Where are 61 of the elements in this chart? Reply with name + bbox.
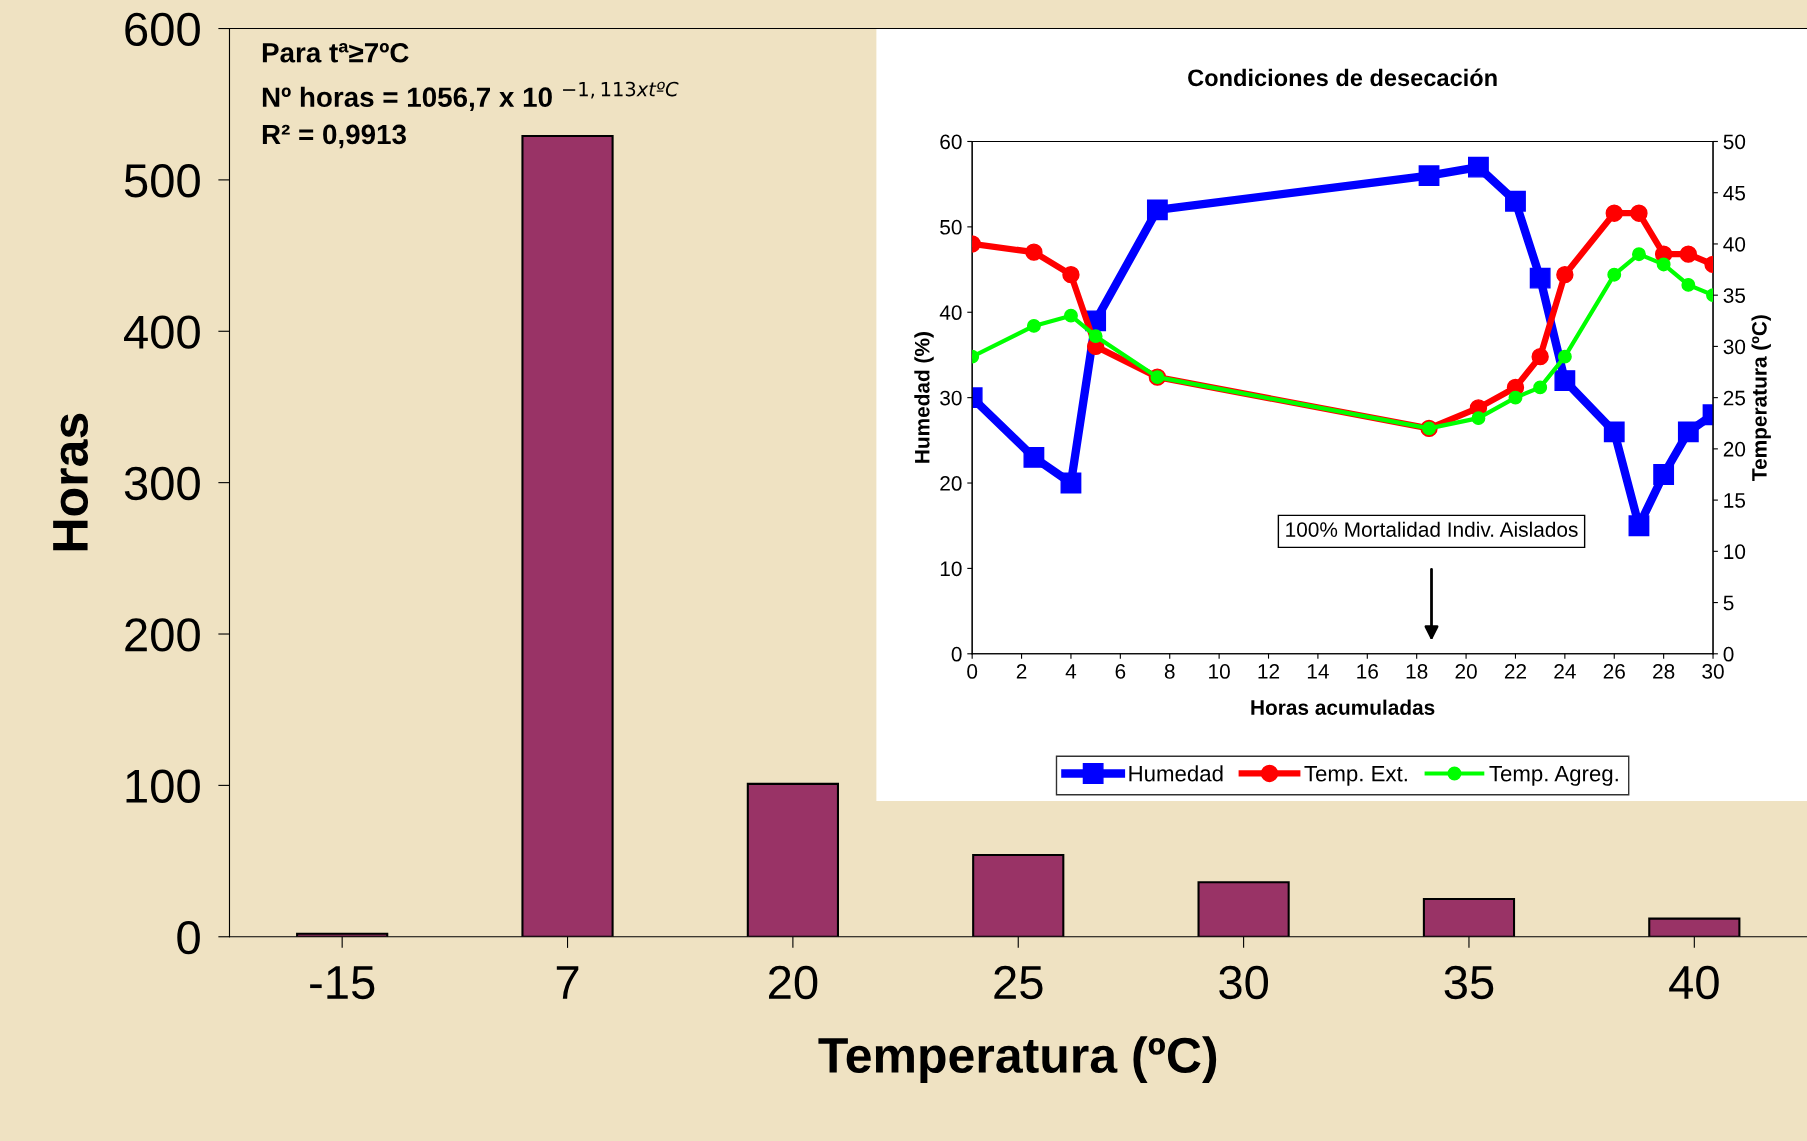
x-tick-label: 2 — [1016, 664, 1027, 679]
x-tick-label: 0 — [967, 664, 978, 679]
x-tick-label: 12 — [1258, 664, 1280, 679]
legend-label: Humedad — [1129, 765, 1223, 782]
annotation: R² = 0,9913 — [262, 124, 406, 149]
chart-title: Condiciones de desecación — [1188, 68, 1497, 87]
y-tick-label: 30 — [940, 390, 962, 406]
x-tick-label: 6 — [1115, 664, 1126, 679]
x-tick-label: 30 — [1702, 664, 1724, 679]
x-tick-label: 8 — [1164, 664, 1175, 679]
y-tick-label: 300 — [124, 466, 200, 501]
legend-label: Temp. Agreg. — [1489, 765, 1618, 786]
x-tick-label: 14 — [1307, 664, 1329, 679]
y2-tick-label: 20 — [1723, 441, 1746, 457]
y-tick-label: 500 — [124, 164, 200, 198]
y-tick-label: 50 — [940, 219, 962, 235]
y-tick-label: 60 — [940, 134, 962, 150]
x-tick-label: 25 — [994, 965, 1043, 1000]
y2-tick-label: 35 — [1723, 288, 1746, 303]
y2-tick-label: 0 — [1723, 646, 1734, 662]
y-tick-label: 600 — [125, 12, 200, 47]
x-tick-label: 20 — [769, 965, 818, 1000]
y2-tick-label: 25 — [1723, 390, 1746, 406]
x-tick-label: 20 — [1455, 664, 1477, 679]
x-tick-label: 22 — [1504, 664, 1527, 679]
y-axis-title: Humedad (%) — [914, 332, 934, 463]
x-axis-title: Temperatura (ºC) — [818, 1036, 1217, 1083]
y-tick-label: 20 — [940, 476, 962, 491]
x-tick-label: 7 — [556, 966, 579, 999]
y2-axis-title: Temperatura (ºC) — [1751, 315, 1771, 481]
annotation: Para tª≥7ºC — [262, 42, 409, 63]
x-tick-label: 30 — [1219, 965, 1269, 1000]
x-tick-label: 10 — [1209, 664, 1230, 679]
y2-tick-label: 50 — [1723, 134, 1746, 150]
y-tick-label: 100 — [126, 769, 200, 803]
legend-label: Temp. Ext. — [1304, 765, 1407, 786]
annotation: 100% Mortalidad Indiv. Aislados — [1286, 521, 1578, 537]
y2-tick-label: 15 — [1724, 493, 1746, 508]
x-axis-title: Horas acumuladas — [1251, 699, 1435, 715]
y-tick-label: 10 — [940, 561, 962, 577]
x-tick-label: 40 — [1669, 965, 1719, 1000]
x-tick-label: 16 — [1357, 664, 1378, 679]
x-tick-label: 35 — [1444, 965, 1494, 1000]
y2-tick-label: 45 — [1723, 185, 1746, 201]
annotation: Nº horas = 1056,7 x 10 $^{−1,113xtºC}$ — [262, 81, 679, 112]
y2-tick-label: 5 — [1723, 595, 1734, 611]
y-tick-label: 0 — [951, 646, 962, 662]
y-tick-label: 400 — [124, 315, 200, 349]
x-tick-label: 24 — [1554, 664, 1576, 679]
x-tick-label: 4 — [1065, 664, 1077, 679]
x-tick-label: 28 — [1653, 664, 1675, 679]
y-axis-title: Horas — [53, 413, 89, 551]
x-tick-label: 18 — [1406, 664, 1428, 679]
y-tick-label: 40 — [939, 305, 962, 321]
x-tick-label: -15 — [310, 966, 375, 1000]
y-tick-label: 0 — [177, 920, 200, 955]
y2-tick-label: 10 — [1724, 544, 1746, 560]
y-tick-label: 200 — [125, 618, 200, 652]
x-tick-label: 26 — [1603, 664, 1625, 679]
y2-tick-label: 30 — [1723, 339, 1746, 355]
y2-tick-label: 40 — [1723, 236, 1746, 252]
